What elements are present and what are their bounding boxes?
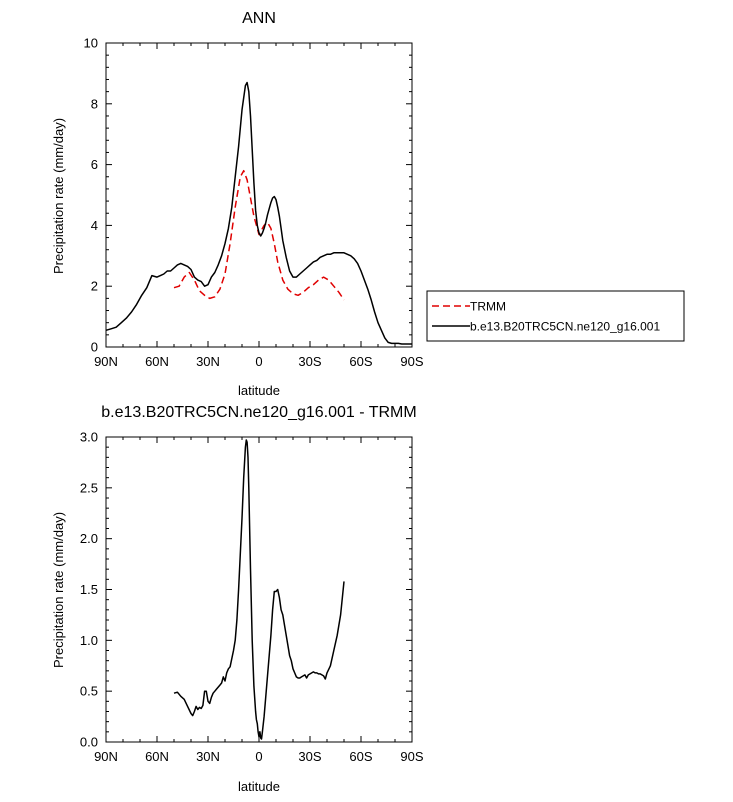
y-tick-label: 2.5 [80,480,98,495]
y-tick-label: 2 [91,279,98,294]
panel-annual-precip: ANN latitude Precipitation rate (mm/day)… [51,10,685,398]
y-tick-label: 2.0 [80,531,98,546]
x-tick-label: 60S [349,354,372,369]
plot-frame [105,436,413,743]
y-tick-label: 0.5 [80,684,98,699]
x-tick-label: 30N [196,749,220,764]
panel-difference-precip: b.e13.B20TRC5CN.ne120_g16.001 - TRMM lat… [51,404,424,794]
x-tick-label: 90N [94,354,118,369]
series-line-0 [173,439,345,740]
x-axis-label: latitude [238,779,280,794]
y-tick-label: 4 [91,218,98,233]
x-tick-label: 0 [255,354,262,369]
legend-label: TRMM [470,300,506,314]
x-tick-label: 60N [145,749,169,764]
y-tick-label: 8 [91,96,98,111]
y-tick-label: 0.0 [80,735,98,750]
x-tick-label: 90S [400,749,423,764]
legend: TRMM b.e13.B20TRC5CN.ne120_g16.001 [426,290,685,342]
x-axis-label: latitude [238,383,280,398]
plot-frame [105,42,413,348]
y-tick-label: 1.0 [80,633,98,648]
legend-box [426,290,685,342]
x-tick-label: 90S [400,354,423,369]
y-tick-label: 3.0 [80,430,98,445]
x-tick-label: 90N [94,749,118,764]
chart-title: b.e13.B20TRC5CN.ne120_g16.001 - TRMM [101,404,416,421]
x-tick-label: 30N [196,354,220,369]
chart-title: ANN [242,10,276,27]
x-tick-label: 60N [145,354,169,369]
y-tick-label: 0 [91,340,98,355]
y-axis-label: Precipitation rate (mm/day) [51,512,66,668]
y-axis-label: Precipitation rate (mm/day) [51,118,66,274]
legend-label: b.e13.B20TRC5CN.ne120_g16.001 [470,320,660,334]
y-tick-label: 1.5 [80,582,98,597]
x-tick-label: 0 [255,749,262,764]
x-tick-label: 30S [298,749,321,764]
y-tick-label: 10 [84,36,98,51]
x-tick-label: 30S [298,354,321,369]
x-tick-label: 60S [349,749,372,764]
y-tick-label: 6 [91,157,98,172]
series-line-1 [105,81,412,345]
